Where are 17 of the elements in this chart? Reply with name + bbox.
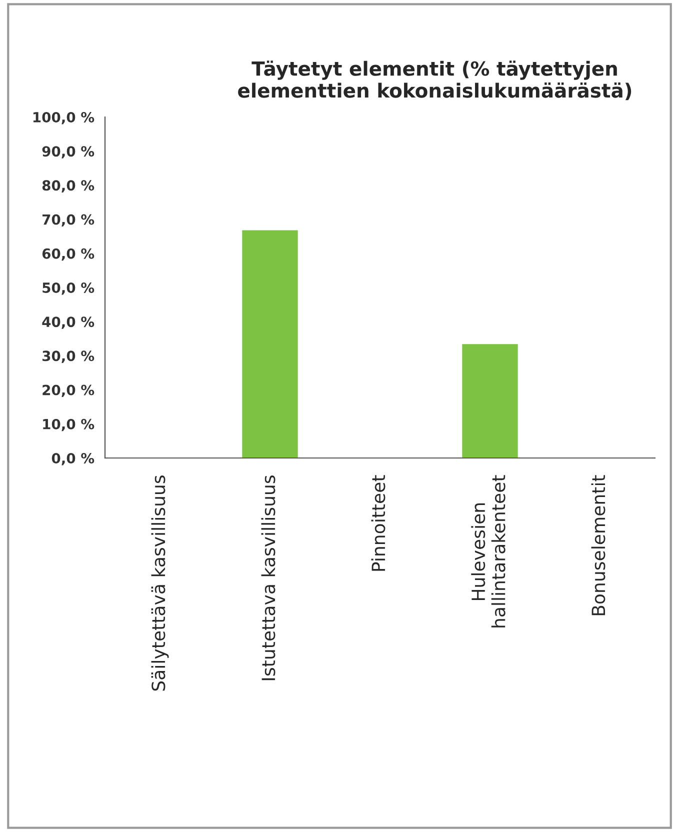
- y-tick-label: 20,0 %: [42, 384, 94, 398]
- x-tick-label: Istutettava kasvillisuus: [261, 476, 276, 680]
- y-tick-label: 30,0 %: [42, 350, 94, 363]
- y-tick-label: 100,0 %: [33, 112, 94, 124]
- y-tick-label: 90,0 %: [42, 146, 94, 158]
- chart-title: Täytetyt elementit (% täytettyjen elementtien kokonaislukumäärästä): [238, 60, 632, 100]
- x-tick-label: Bonuselementit: [591, 475, 606, 616]
- y-tick-label: 10,0 %: [43, 418, 94, 432]
- y-tick-label: 0,0 %: [52, 452, 94, 466]
- y-tick-label: 70,0 %: [42, 214, 94, 227]
- x-tick-label: Pinnoitteet: [371, 475, 386, 571]
- y-tick-label: 60,0 %: [42, 248, 94, 261]
- y-tick-label: 50,0 %: [42, 282, 94, 295]
- y-tick-label: 80,0 %: [42, 180, 94, 192]
- x-tick-label: Säilytettävä kasvillisuus: [151, 476, 169, 691]
- x-tick-label: Hulevesien hallintarakenteet: [471, 475, 506, 628]
- y-tick-label: 40,0 %: [42, 316, 94, 329]
